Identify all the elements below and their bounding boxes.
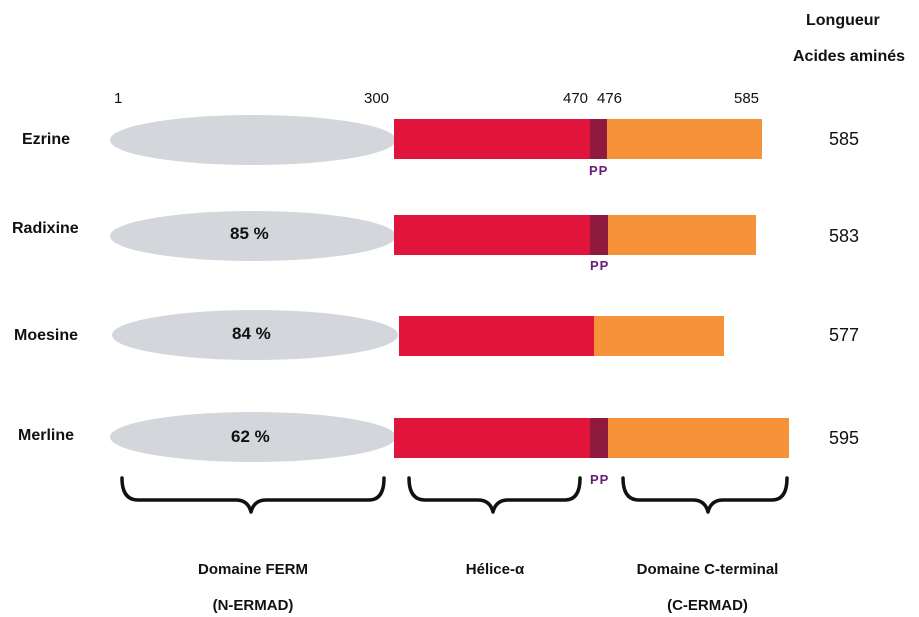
ezrine-pp-region xyxy=(590,119,607,159)
length-ezrine: 585 xyxy=(829,129,860,149)
identity-merline: 62 % xyxy=(231,427,270,446)
merline-pp-region xyxy=(590,418,608,458)
cterm-brace xyxy=(621,476,789,514)
radixine-ferm-domain xyxy=(110,211,396,261)
c-ermad-label: (C-ERMAD) xyxy=(667,597,748,614)
identity-radixine: 85 % xyxy=(230,224,269,243)
position-300: 300 xyxy=(364,90,390,107)
radixine-helix-region xyxy=(394,215,590,255)
length-moesine: 577 xyxy=(829,325,860,345)
merline-structure xyxy=(110,412,789,462)
length-merline: 595 xyxy=(829,428,860,448)
ezrine-cterm-region xyxy=(607,119,762,159)
position-1: 1 xyxy=(114,90,123,107)
ezrine-ferm-domain xyxy=(110,115,396,165)
moesine-structure xyxy=(112,310,724,360)
radixine-structure xyxy=(110,211,756,261)
moesine-cterm-region xyxy=(594,316,724,356)
moesine-helix-region xyxy=(399,316,594,356)
n-ermad-label: (N-ERMAD) xyxy=(212,597,294,614)
protein-name-merline: Merline xyxy=(18,427,75,444)
identity-moesine: 84 % xyxy=(232,324,271,343)
position-476: 476 xyxy=(597,90,623,107)
moesine-ferm-domain xyxy=(112,310,398,360)
protein-name-radixine: Radixine xyxy=(12,220,79,237)
helix-brace xyxy=(407,476,582,514)
cterm-domain-label: Domaine C-terminal xyxy=(636,561,779,578)
pp-label-merline: PP xyxy=(590,472,610,487)
length-radixine: 583 xyxy=(829,226,860,246)
protein-name-moesine: Moesine xyxy=(14,327,79,344)
amino-acids-header: Acides aminés xyxy=(793,48,906,65)
merline-ferm-domain xyxy=(110,412,396,462)
radixine-pp-region xyxy=(590,215,608,255)
merline-cterm-region xyxy=(608,418,789,458)
pp-label-ezrine: PP xyxy=(589,163,609,178)
position-470: 470 xyxy=(563,90,589,107)
radixine-cterm-region xyxy=(608,215,756,255)
ezrine-helix-region xyxy=(394,119,590,159)
merline-helix-region xyxy=(394,418,590,458)
helix-label: Hélice-α xyxy=(465,561,525,578)
position-585: 585 xyxy=(734,90,760,107)
pp-label-radixine: PP xyxy=(590,258,610,273)
ferm-brace xyxy=(120,476,386,514)
protein-name-ezrine: Ezrine xyxy=(22,131,71,148)
ferm-domain-label: Domaine FERM xyxy=(197,561,308,578)
ezrine-structure xyxy=(110,115,762,165)
length-header: Longueur xyxy=(806,12,880,29)
